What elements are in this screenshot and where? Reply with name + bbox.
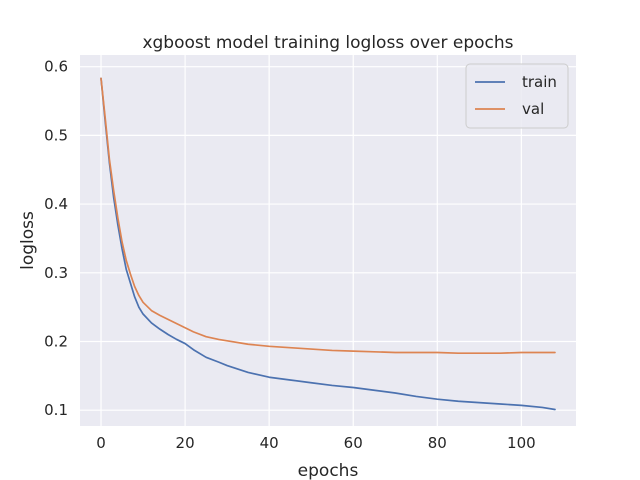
y-tick-label: 0.6 — [44, 58, 68, 76]
y-tick-label: 0.3 — [44, 264, 68, 282]
x-tick-label: 40 — [260, 434, 279, 452]
legend-box — [465, 63, 569, 129]
tick-labels: 0 20 40 60 80 100 0.1 0.2 0.3 0.4 0.5 0.6 — [44, 58, 536, 452]
x-tick-label: 0 — [96, 434, 106, 452]
legend: train val — [465, 63, 569, 129]
x-tick-label: 20 — [176, 434, 195, 452]
series-line-train — [100, 77, 556, 411]
x-tick-label: 100 — [507, 434, 536, 452]
y-tick-label: 0.2 — [44, 332, 68, 350]
y-tick-label: 0.4 — [44, 195, 68, 213]
series-line-val — [100, 77, 556, 355]
legend-label-train: train — [522, 73, 557, 91]
chart-title: xgboost model training logloss over epoc… — [142, 33, 513, 53]
x-tick-label: 60 — [344, 434, 363, 452]
y-tick-label: 0.5 — [44, 126, 68, 144]
y-tick-label: 0.1 — [44, 401, 68, 419]
y-axis-title: logloss — [18, 211, 38, 270]
x-tick-label: 80 — [428, 434, 447, 452]
x-axis-title: epochs — [298, 461, 359, 480]
grid — [80, 55, 576, 426]
legend-label-val: val — [522, 100, 544, 118]
series-layer — [100, 77, 556, 411]
